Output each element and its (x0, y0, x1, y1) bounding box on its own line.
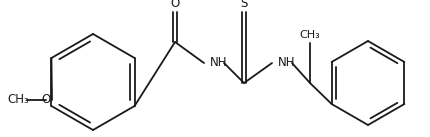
Text: NH: NH (277, 56, 295, 69)
Text: CH₃: CH₃ (7, 93, 29, 106)
Text: O: O (170, 0, 179, 10)
Text: NH: NH (209, 56, 227, 69)
Text: CH₃: CH₃ (299, 30, 319, 40)
Text: S: S (240, 0, 247, 10)
Text: O: O (42, 93, 51, 106)
